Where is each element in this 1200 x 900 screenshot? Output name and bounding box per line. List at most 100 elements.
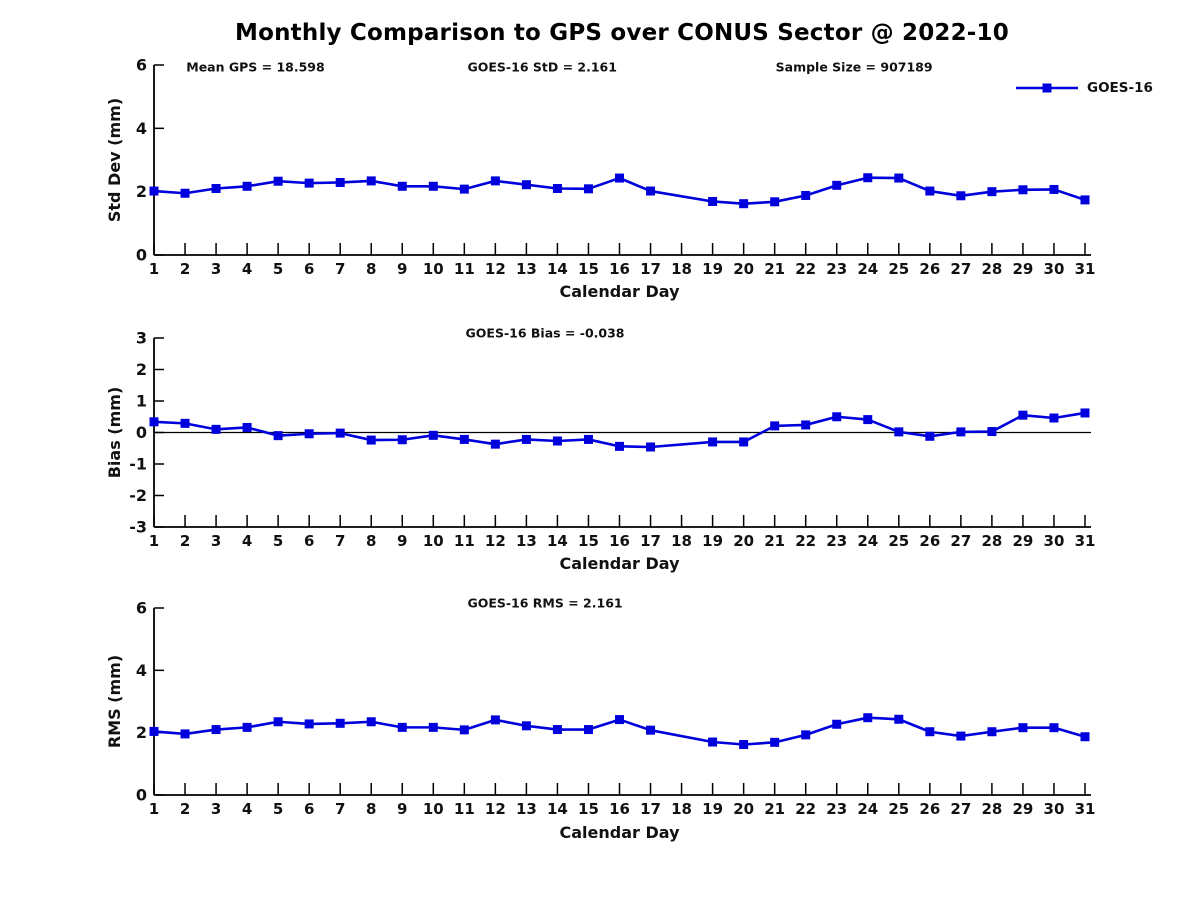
data-point-marker bbox=[956, 731, 966, 741]
data-point-marker bbox=[521, 721, 531, 731]
data-point-marker bbox=[1018, 410, 1028, 420]
data-point-marker bbox=[552, 725, 562, 735]
y-tick-label: 2 bbox=[136, 360, 147, 379]
data-point-marker bbox=[180, 188, 190, 198]
x-tick-label: 10 bbox=[423, 260, 444, 278]
x-tick-label: 8 bbox=[366, 260, 376, 278]
data-point-marker bbox=[1049, 184, 1059, 194]
y-axis-label: Std Dev (mm) bbox=[105, 98, 124, 222]
x-tick-label: 4 bbox=[242, 532, 252, 550]
data-point-marker bbox=[521, 180, 531, 190]
data-point-marker bbox=[552, 184, 562, 193]
x-tick-label: 19 bbox=[702, 800, 723, 818]
chart-annotation: Sample Size = 907189 bbox=[776, 60, 933, 75]
x-tick-label: 20 bbox=[733, 260, 754, 278]
x-tick-label: 29 bbox=[1012, 260, 1033, 278]
data-point-marker bbox=[149, 417, 159, 427]
x-tick-label: 2 bbox=[180, 800, 190, 818]
data-point-marker bbox=[615, 715, 624, 725]
x-tick-label: 25 bbox=[888, 260, 909, 278]
x-tick-label: 11 bbox=[454, 260, 475, 278]
x-tick-label: 22 bbox=[795, 532, 816, 550]
y-tick-label: 6 bbox=[136, 599, 147, 618]
data-point-marker bbox=[459, 434, 469, 444]
y-tick-label: 0 bbox=[136, 246, 147, 265]
data-point-marker bbox=[956, 191, 966, 201]
y-tick-label: -1 bbox=[129, 455, 147, 474]
x-tick-label: 1 bbox=[149, 260, 159, 278]
x-tick-label: 12 bbox=[485, 260, 506, 278]
x-tick-label: 28 bbox=[981, 260, 1002, 278]
data-point-marker bbox=[428, 722, 438, 732]
x-tick-label: 27 bbox=[950, 800, 971, 818]
x-tick-label: 29 bbox=[1012, 800, 1033, 818]
data-point-marker bbox=[335, 428, 345, 438]
x-tick-label: 11 bbox=[454, 800, 475, 818]
x-tick-label: 16 bbox=[609, 800, 630, 818]
data-point-marker bbox=[615, 173, 624, 183]
data-point-marker bbox=[987, 427, 997, 437]
data-point-marker bbox=[180, 418, 190, 428]
x-tick-label: 14 bbox=[547, 532, 568, 550]
x-tick-label: 4 bbox=[242, 260, 252, 278]
data-point-marker bbox=[987, 187, 997, 197]
data-point-marker bbox=[335, 177, 345, 187]
y-axis-label: Bias (mm) bbox=[105, 387, 124, 479]
data-point-marker bbox=[1080, 408, 1090, 418]
data-point-marker bbox=[770, 197, 780, 207]
x-tick-label: 19 bbox=[702, 260, 723, 278]
x-tick-label: 22 bbox=[795, 800, 816, 818]
data-point-marker bbox=[801, 190, 811, 200]
x-tick-label: 5 bbox=[273, 532, 283, 550]
data-point-marker bbox=[956, 427, 966, 437]
x-tick-label: 7 bbox=[335, 532, 345, 550]
x-tick-label: 26 bbox=[919, 532, 940, 550]
data-point-marker bbox=[770, 737, 780, 747]
x-tick-label: 24 bbox=[857, 260, 878, 278]
x-tick-label: 19 bbox=[702, 532, 723, 550]
data-point-marker bbox=[615, 441, 624, 451]
data-point-marker bbox=[925, 186, 935, 196]
y-tick-label: 0 bbox=[136, 786, 147, 805]
x-tick-label: 12 bbox=[485, 800, 506, 818]
chart-annotation: GOES-16 StD = 2.161 bbox=[468, 60, 617, 75]
data-point-marker bbox=[646, 442, 656, 452]
y-tick-label: -2 bbox=[129, 486, 147, 505]
y-tick-label: 6 bbox=[136, 56, 147, 75]
x-tick-label: 20 bbox=[733, 532, 754, 550]
data-point-marker bbox=[739, 199, 749, 209]
x-axis-label: Calendar Day bbox=[560, 554, 681, 573]
x-tick-label: 27 bbox=[950, 532, 971, 550]
x-tick-label: 17 bbox=[640, 260, 661, 278]
x-tick-label: 28 bbox=[981, 532, 1002, 550]
x-tick-label: 31 bbox=[1075, 532, 1096, 550]
x-tick-label: 16 bbox=[609, 532, 630, 550]
data-point-marker bbox=[739, 740, 749, 750]
x-tick-label: 28 bbox=[981, 800, 1002, 818]
y-tick-label: 0 bbox=[136, 423, 147, 442]
data-point-marker bbox=[739, 437, 749, 447]
data-point-marker bbox=[242, 422, 252, 432]
data-point-marker bbox=[925, 431, 935, 441]
x-tick-label: 24 bbox=[857, 800, 878, 818]
data-point-marker bbox=[646, 186, 656, 196]
x-tick-label: 7 bbox=[335, 800, 345, 818]
data-point-marker bbox=[149, 186, 159, 196]
legend-marker bbox=[1042, 83, 1052, 93]
data-point-marker bbox=[925, 727, 935, 737]
x-tick-label: 14 bbox=[547, 260, 568, 278]
x-tick-label: 31 bbox=[1075, 260, 1096, 278]
x-tick-label: 12 bbox=[485, 532, 506, 550]
y-tick-label: 1 bbox=[136, 392, 147, 411]
data-line bbox=[153, 411, 1086, 449]
x-tick-label: 3 bbox=[211, 532, 221, 550]
data-point-marker bbox=[459, 184, 469, 194]
data-point-marker bbox=[366, 435, 376, 445]
y-tick-label: 2 bbox=[136, 723, 147, 742]
data-point-marker bbox=[863, 173, 873, 183]
data-point-marker bbox=[304, 429, 314, 439]
chart-annotation: Mean GPS = 18.598 bbox=[186, 60, 324, 75]
